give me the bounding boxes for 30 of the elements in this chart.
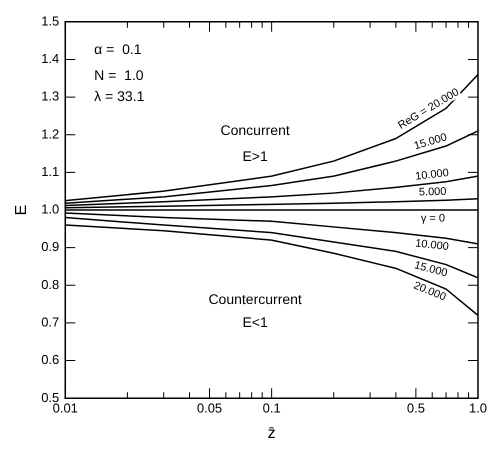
x-tick-label: 0.5 xyxy=(406,400,425,416)
y-tick-label: 0.6 xyxy=(41,352,60,368)
x-tick-label: 1.0 xyxy=(468,400,488,416)
y-tick-label: 0.9 xyxy=(41,239,60,254)
series-label: γ = 0 xyxy=(420,212,446,225)
annotation: E>1 xyxy=(242,148,268,164)
legend-label: 10.000 xyxy=(414,166,450,183)
y-tick-label: 1.5 xyxy=(41,13,60,28)
y-tick-label: 0.7 xyxy=(41,314,60,330)
y-tick-label: 0.8 xyxy=(41,276,60,292)
y-tick-label: 1.4 xyxy=(41,51,60,66)
annotation: λ = 33.1 xyxy=(94,88,145,104)
y-tick-label: 1.0 xyxy=(41,202,60,217)
text: 15.000 xyxy=(412,259,449,280)
legend-label: 20.000 xyxy=(412,280,448,304)
y-tick-label: 1.3 xyxy=(41,88,60,104)
annotation: N = 1.0 xyxy=(94,67,144,84)
annotation: α = 0.1 xyxy=(94,40,142,57)
y-tick-label: 1.1 xyxy=(41,164,60,179)
x-axis-title: z̄ xyxy=(268,424,276,442)
y-tick-label: 1.2 xyxy=(41,126,60,142)
series-label: 5.000 xyxy=(418,186,447,199)
legend-label: 15.000 xyxy=(412,131,448,152)
annotation: E<1 xyxy=(242,314,268,330)
x-tick-label: 0.05 xyxy=(196,400,222,416)
y-axis-title: E xyxy=(13,204,30,216)
x-tick-label: 0.1 xyxy=(262,400,281,416)
legend-label: 10.000 xyxy=(414,237,450,254)
annotation: Concurrent xyxy=(220,122,290,138)
annotation: Countercurrent xyxy=(208,291,302,308)
